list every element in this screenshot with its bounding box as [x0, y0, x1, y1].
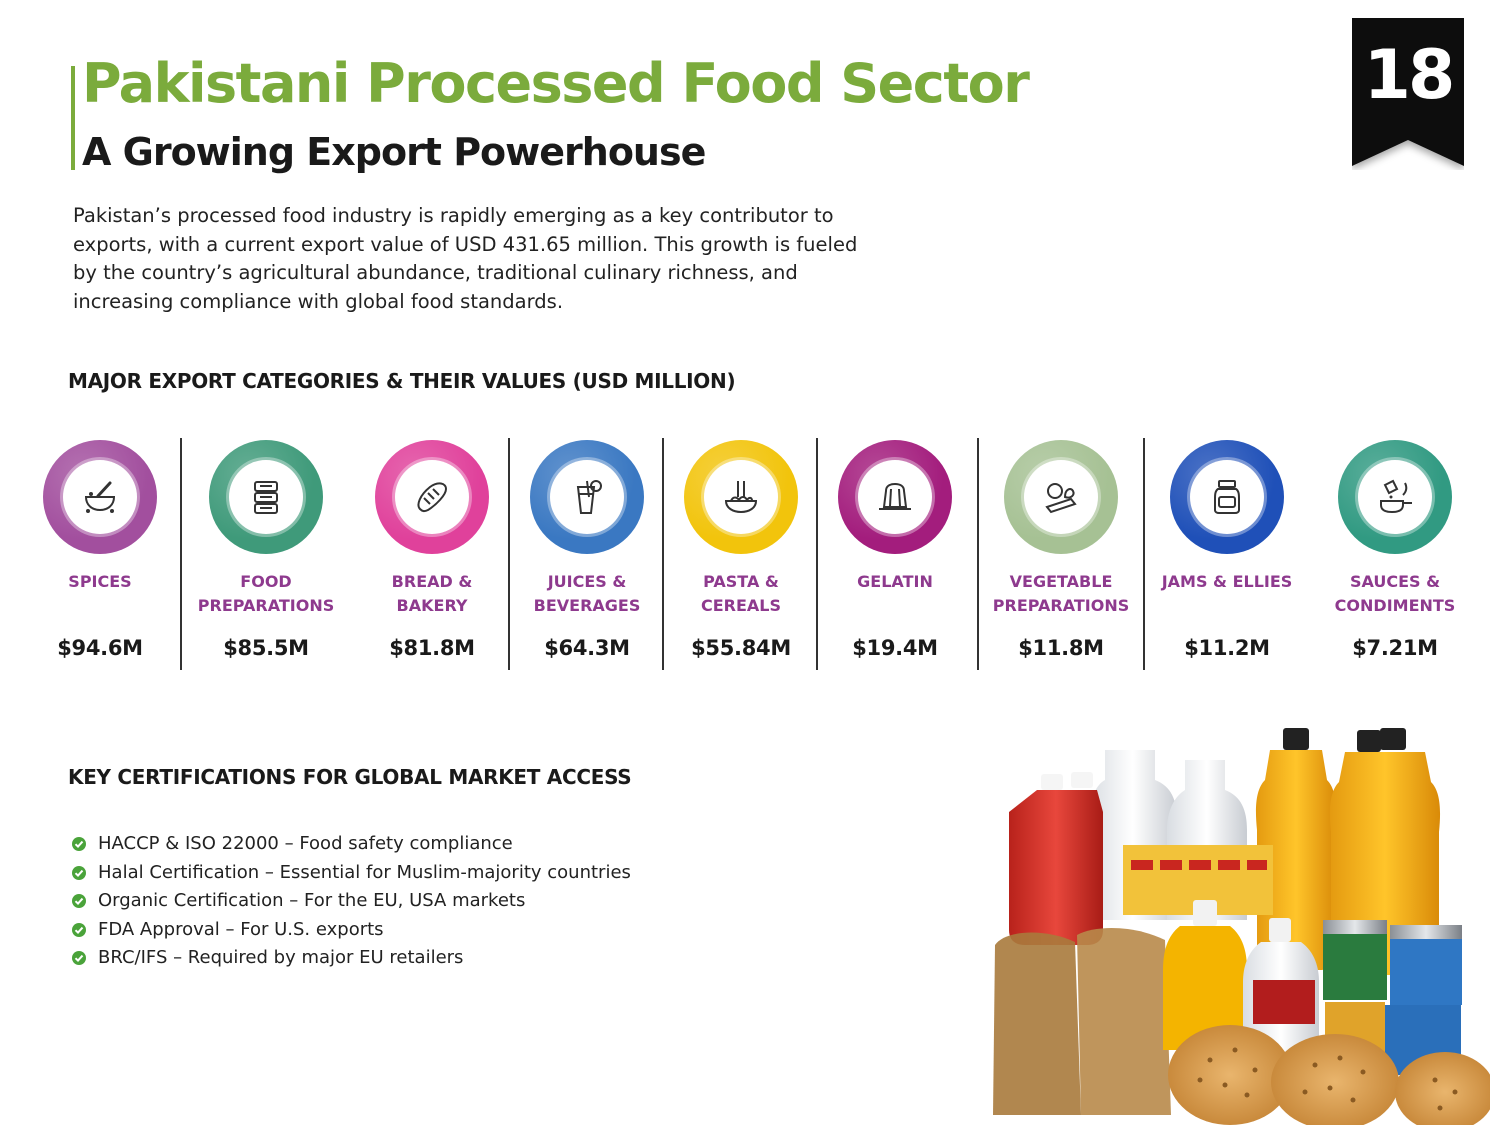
category-value: $55.84M: [691, 636, 791, 660]
certification-item: Halal Certification – Essential for Musl…: [72, 859, 631, 888]
certification-text: FDA Approval – For U.S. exports: [98, 918, 384, 940]
certification-item: HACCP & ISO 22000 – Food safety complian…: [72, 830, 631, 859]
page-number: 18: [1363, 36, 1456, 115]
certification-text: Organic Certification – For the EU, USA …: [98, 890, 526, 911]
divider: [816, 438, 818, 670]
category-value: $11.2M: [1184, 636, 1270, 660]
category-label: BREAD & BAKERY: [391, 572, 473, 615]
certification-text: HACCP & ISO 22000 – Food safety complian…: [98, 833, 513, 854]
certifications-heading: KEY CERTIFICATIONS FOR GLOBAL MARKET ACC…: [68, 765, 632, 789]
certifications-list: HACCP & ISO 22000 – Food safety complian…: [72, 830, 631, 973]
category-jams-ellies: JAMS & ELLIES $11.2M: [1156, 438, 1298, 670]
category-value: $11.8M: [1018, 636, 1104, 660]
category-juices-beverages: JUICES & BEVERAGES $64.3M: [516, 438, 658, 670]
check-circle-icon: [72, 894, 86, 908]
category-spices: SPICES $94.6M: [40, 438, 160, 670]
check-circle-icon: [72, 865, 86, 880]
page-title: Pakistani Processed Food Sector: [82, 52, 1030, 115]
category-value: $85.5M: [223, 636, 309, 660]
certification-text: Halal Certification – Essential for Musl…: [98, 861, 631, 883]
category-value: $81.8M: [389, 636, 475, 660]
category-sauces-condiments: SAUCES & CONDIMENTS $7.21M: [1318, 438, 1472, 670]
intro-paragraph: Pakistan’s processed food industry is ra…: [73, 204, 858, 313]
check-circle-icon: [72, 837, 86, 851]
ribbon-icon: [1352, 18, 1464, 166]
certification-item: Organic Certification – For the EU, USA …: [72, 887, 631, 916]
category-label: JUICES & BEVERAGES: [533, 572, 641, 615]
divider: [508, 438, 510, 670]
category-label: SPICES: [68, 572, 132, 591]
category-vegetable-preparations: VEGETABLE PREPARATIONS $11.8M: [982, 438, 1140, 670]
pasta-bowl-icon: [724, 481, 758, 514]
category-circle: [1004, 440, 1118, 554]
jelly-mold-icon: [879, 482, 911, 510]
divider: [662, 438, 664, 670]
category-label: FOOD PREPARATIONS: [197, 572, 335, 615]
category-circle: [1338, 440, 1452, 554]
category-circle: [530, 440, 644, 554]
jam-jar-icon: [1214, 480, 1240, 514]
title-accent-bar: [71, 66, 75, 170]
category-label: VEGETABLE PREPARATIONS: [992, 572, 1130, 615]
category-circle: [684, 440, 798, 554]
category-food-preparations: FOOD PREPARATIONS $85.5M: [190, 438, 342, 670]
category-value: $7.21M: [1352, 636, 1438, 660]
sauce-pan-icon: [1380, 479, 1412, 514]
category-circle: [43, 440, 157, 554]
food-containers-icon: [254, 481, 278, 514]
certification-item: BRC/IFS – Required by major EU retailers: [72, 944, 631, 973]
mortar-pestle-icon: [84, 481, 116, 513]
category-gelatin: GELATIN $19.4M: [824, 438, 966, 670]
categories-heading: MAJOR EXPORT CATEGORIES & THEIR VALUES (…: [68, 369, 736, 393]
category-bread-bakery: BREAD & BAKERY $81.8M: [360, 438, 504, 670]
check-circle-icon: [72, 922, 86, 937]
category-label: SAUCES & CONDIMENTS: [1334, 572, 1456, 615]
certification-text: BRC/IFS – Required by major EU retailers: [98, 947, 464, 968]
vegetables-icon: [1045, 483, 1077, 514]
check-circle-icon: [72, 951, 86, 965]
page-subtitle: A Growing Export Powerhouse: [82, 130, 706, 174]
category-label: JAMS & ELLIES: [1161, 572, 1293, 591]
category-value: $64.3M: [544, 636, 630, 660]
category-label: GELATIN: [857, 572, 933, 591]
category-pasta-cereals: PASTA & CEREALS $55.84M: [670, 438, 812, 670]
category-circle: [1170, 440, 1284, 554]
page-number-badge: 18: [1352, 18, 1464, 170]
category-value: $94.6M: [57, 636, 143, 660]
processed-food-products-image: [985, 720, 1495, 1130]
divider: [180, 438, 182, 670]
divider: [1143, 438, 1145, 670]
certification-item: FDA Approval – For U.S. exports: [72, 916, 631, 945]
category-circle: [375, 440, 489, 554]
category-value: $19.4M: [852, 636, 938, 660]
category-circle: [209, 440, 323, 554]
divider: [977, 438, 979, 670]
bread-icon: [417, 482, 448, 513]
category-circle: [838, 440, 952, 554]
category-label: PASTA & CEREALS: [700, 572, 782, 615]
juice-glass-icon: [576, 480, 602, 514]
